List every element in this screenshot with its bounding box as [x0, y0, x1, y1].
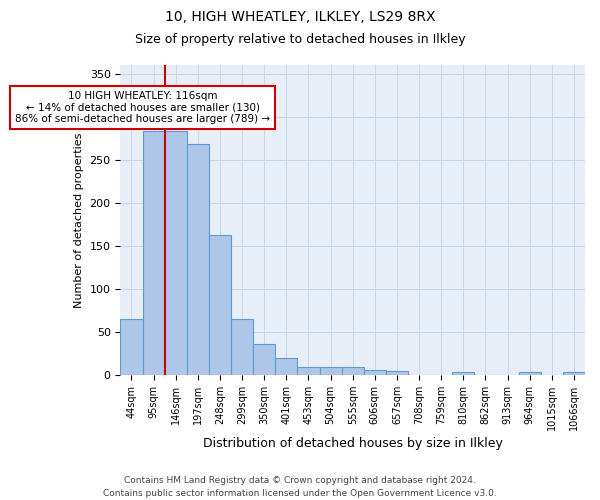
Bar — [386, 370, 408, 375]
Bar — [231, 319, 253, 375]
Bar — [452, 372, 475, 375]
Text: 10, HIGH WHEATLEY, ILKLEY, LS29 8RX: 10, HIGH WHEATLEY, ILKLEY, LS29 8RX — [165, 10, 435, 24]
Text: Size of property relative to detached houses in Ilkley: Size of property relative to detached ho… — [134, 32, 466, 46]
Text: Contains HM Land Registry data © Crown copyright and database right 2024.
Contai: Contains HM Land Registry data © Crown c… — [103, 476, 497, 498]
Bar — [253, 344, 275, 375]
Bar — [364, 370, 386, 375]
Y-axis label: Number of detached properties: Number of detached properties — [74, 132, 84, 308]
Bar — [298, 367, 320, 375]
Bar — [187, 144, 209, 375]
Bar — [518, 372, 541, 375]
Bar — [563, 372, 585, 375]
Bar — [341, 367, 364, 375]
X-axis label: Distribution of detached houses by size in Ilkley: Distribution of detached houses by size … — [203, 437, 503, 450]
Bar — [275, 358, 298, 375]
Bar — [121, 319, 143, 375]
Bar — [164, 132, 187, 375]
Bar — [143, 132, 164, 375]
Text: 10 HIGH WHEATLEY: 116sqm
← 14% of detached houses are smaller (130)
86% of semi-: 10 HIGH WHEATLEY: 116sqm ← 14% of detach… — [15, 91, 270, 124]
Bar — [320, 367, 341, 375]
Bar — [209, 234, 231, 375]
